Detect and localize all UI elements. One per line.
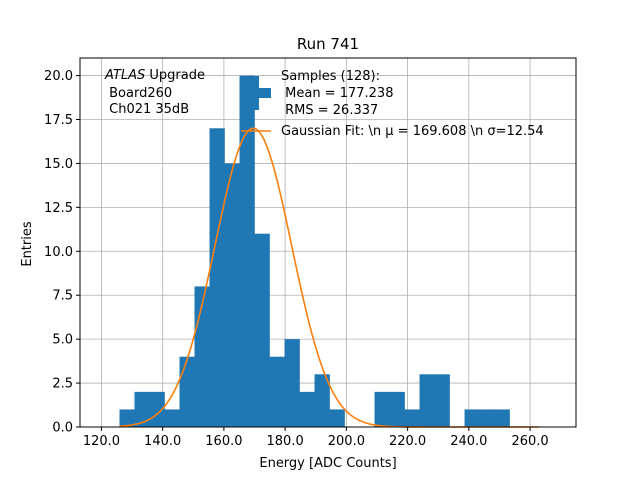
x-tick-label: 260.0 (511, 434, 548, 449)
histogram-bar (179, 356, 195, 427)
histogram-bar (479, 409, 495, 427)
x-tick-label: 180.0 (267, 434, 304, 449)
histogram-bar (164, 409, 180, 427)
y-tick-label: 10.0 (44, 245, 73, 260)
x-tick-label: 220.0 (389, 434, 426, 449)
annotation-line-2: Board260 (105, 86, 172, 101)
y-tick-label: 20.0 (44, 69, 73, 84)
y-tick-label: 5.0 (52, 333, 73, 348)
histogram-bar (239, 75, 255, 428)
legend-samples-line-1: Samples (128): (281, 69, 380, 84)
histogram-bar (329, 409, 345, 427)
histogram-bar (464, 409, 480, 427)
histogram-bar (419, 374, 435, 427)
histogram-bar (494, 409, 510, 427)
histogram-bar (374, 391, 390, 427)
histogram-bar (404, 409, 420, 427)
histogram-bar (389, 391, 405, 427)
legend-fit-label: Gaussian Fit: \n μ = 169.608 \n σ=12.54 (281, 124, 544, 139)
histogram-bar (194, 286, 210, 427)
histogram-bar (209, 128, 225, 428)
y-tick-label: 0.0 (52, 421, 73, 436)
histogram-bar (119, 409, 135, 427)
histogram-bar (134, 391, 150, 427)
plot-frame (79, 57, 577, 428)
atlas-annotation: ATLAS Upgrade Board260 Ch021 35dB (104, 68, 205, 117)
y-tick-label: 15.0 (44, 157, 73, 172)
y-axis-label: Entries (20, 221, 35, 267)
y-tick-label: 7.5 (52, 289, 73, 304)
histogram-bar (314, 374, 330, 427)
histogram-bar (269, 356, 285, 427)
histogram-bar (254, 233, 270, 427)
x-tick-label: 140.0 (144, 434, 181, 449)
annotation-line-1: ATLAS Upgrade (104, 68, 205, 83)
y-tick-label: 12.5 (44, 201, 73, 216)
y-axis: 0.0 2.5 5.0 7.5 10.0 12.5 15.0 17.5 20.0 (44, 69, 80, 436)
x-axis-label: Energy [ADC Counts] (259, 456, 396, 471)
x-tick-label: 160.0 (205, 434, 242, 449)
annotation-rest: Upgrade (145, 68, 205, 83)
annotation-line-3: Ch021 35dB (105, 102, 189, 117)
histogram-bar (224, 163, 240, 427)
x-tick-label: 200.0 (328, 434, 365, 449)
legend: Samples (128): Mean = 177.238 RMS = 26.3… (241, 69, 544, 139)
legend-marker-samples (241, 76, 271, 110)
y-tick-label: 2.5 (52, 377, 73, 392)
histogram-bar (284, 339, 300, 427)
x-axis: 120.0 140.0 160.0 180.0 200.0 220.0 240.0 260.0 (83, 427, 549, 449)
x-tick-label: 240.0 (450, 434, 487, 449)
legend-samples-line-3: RMS = 26.337 (281, 103, 378, 118)
histogram-bar (434, 374, 450, 427)
histogram-bar (299, 391, 315, 427)
y-tick-label: 17.5 (44, 113, 73, 128)
histogram-bar (149, 391, 165, 427)
chart-title: Run 741 (297, 35, 359, 53)
annotation-italic: ATLAS (104, 68, 145, 83)
legend-samples-line-2: Mean = 177.238 (281, 86, 393, 101)
x-tick-label: 120.0 (83, 434, 120, 449)
